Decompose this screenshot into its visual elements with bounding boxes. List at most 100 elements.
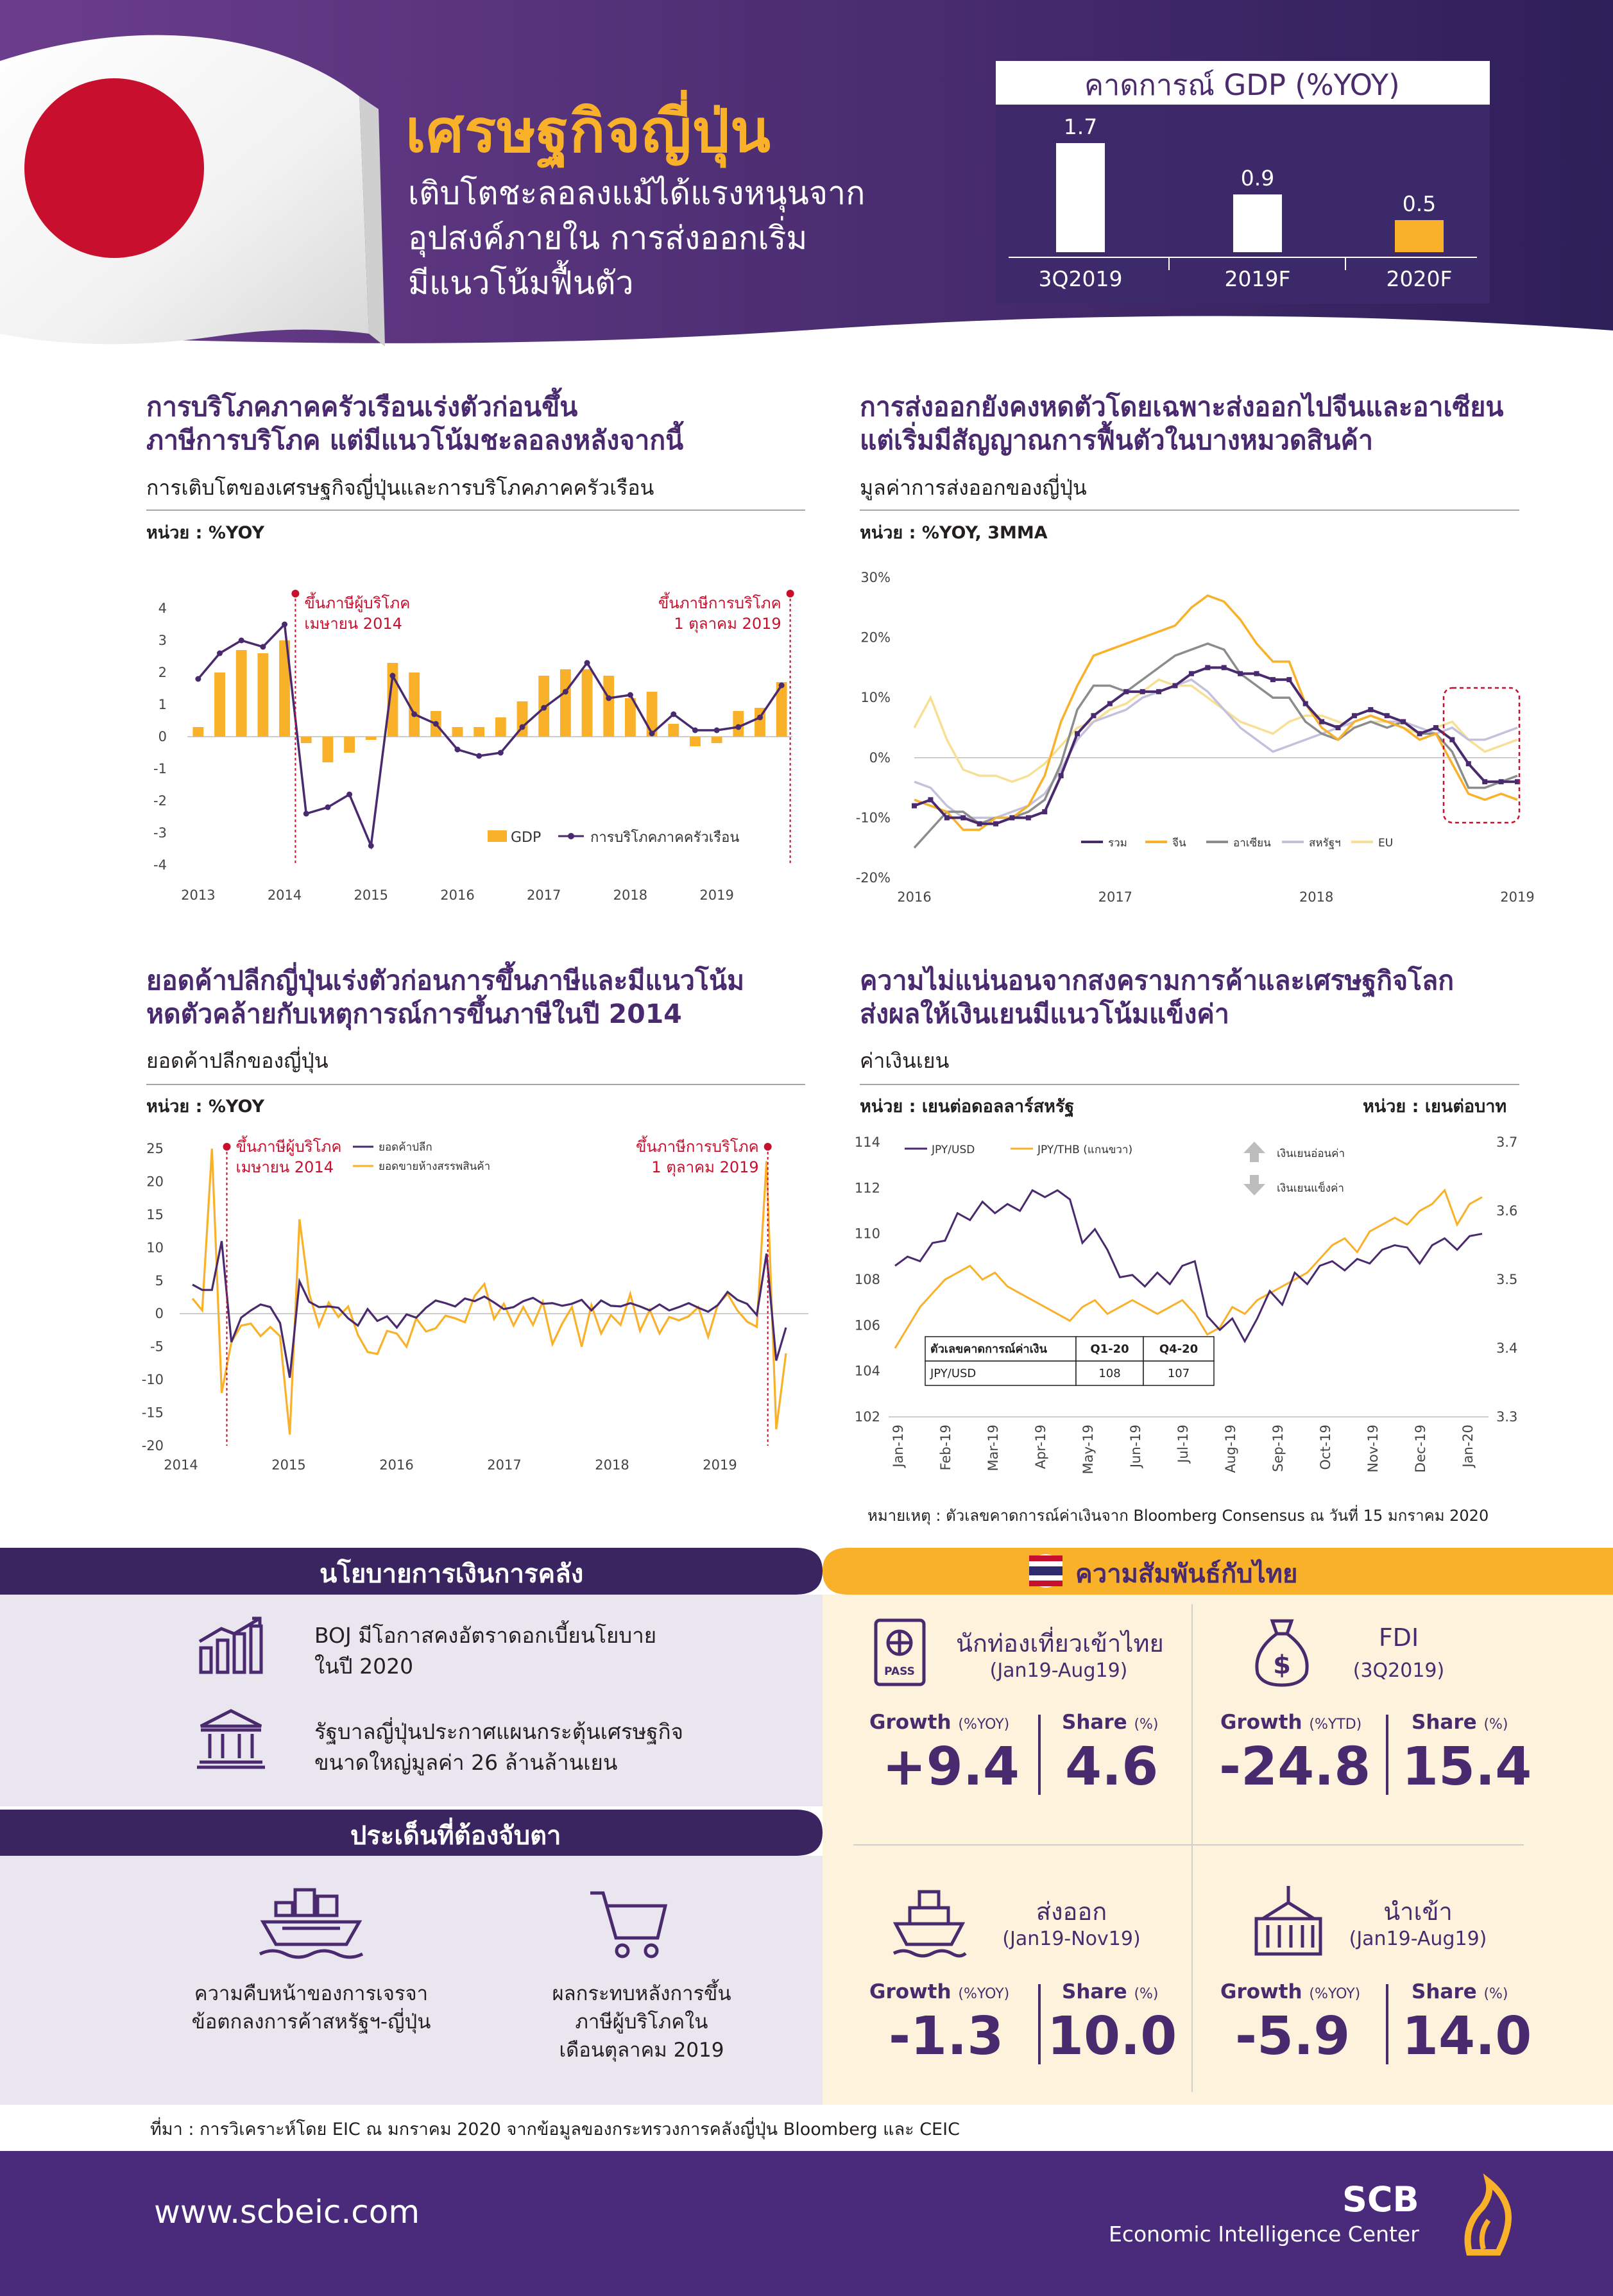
- exports-subtitle: มูลค่าการส่งออกของญี่ปุ่น: [860, 475, 1087, 500]
- exports-chart: 30% 20% 10% 0% -10% -20% 2016 2017 2018 2019 รวม จี…: [856, 570, 1533, 905]
- shopping-cart-icon: [590, 1891, 668, 1958]
- cons-y-tick: 1: [158, 697, 167, 712]
- policy-item-1-line-2: ในปี 2020: [314, 1654, 414, 1679]
- cons-gdp-bar: [452, 727, 463, 737]
- cons-household-point: [454, 746, 461, 753]
- exp-y-tick: -20%: [856, 870, 891, 886]
- consumption-subtitle: การเติบโตของเศรษฐกิจญี่ปุ่นและการบริโภคภ…: [146, 475, 654, 500]
- thailand-header: ความสัมพันธ์กับไทย: [1075, 1559, 1298, 1589]
- cons-x-tick: 2019: [699, 887, 733, 903]
- yen-table-cell: [925, 1360, 1077, 1386]
- import-growth-label: Growth: [1220, 1980, 1302, 2003]
- yen-title-line-1: ความไม่แน่นอนจากสงครามการค้าและเศรษฐกิจโ…: [860, 965, 1455, 996]
- svg-text:PASS: PASS: [884, 1665, 915, 1678]
- fdi-share-unit: (%): [1483, 1717, 1508, 1733]
- yen-x-tick: Jan-19: [891, 1425, 906, 1469]
- ret-y-tick: -20: [142, 1438, 164, 1453]
- gdp-bar-label: 0.9: [1241, 166, 1274, 191]
- fdi-growth-value: -24.8: [1219, 1736, 1371, 1797]
- watch-header: ประเด็นที่ต้องจับตา: [350, 1821, 561, 1851]
- gdp-forecast-chart: 1.7 3Q2019 0.9 2019F 0.5 2020F: [1009, 114, 1477, 291]
- cons-household-point: [325, 804, 331, 810]
- thailand-panel-bg: [823, 1595, 1613, 2105]
- cons-x-tick: 2014: [268, 887, 302, 903]
- fdi-period: (3Q2019): [1353, 1659, 1445, 1682]
- yen-y-tick-right: 3.6: [1496, 1203, 1517, 1219]
- cons-event-dot: [291, 590, 300, 597]
- cons-household-point: [692, 727, 698, 733]
- policy-panel-bg: [0, 1595, 823, 1806]
- exp-x-tick: 2018: [1299, 889, 1333, 905]
- cons-legend-household: การบริโภคภาคครัวเรือน: [590, 829, 739, 846]
- cons-household-point: [432, 721, 439, 727]
- consumption-title-line-1: การบริโภคภาคครัวเรือนเร่งตัวก่อนขึ้น: [146, 391, 578, 422]
- footer-url-link[interactable]: www.scbeic.com: [154, 2193, 420, 2231]
- cons-household-point: [368, 843, 374, 849]
- exp-total-marker: [1221, 665, 1227, 671]
- cons-event-label: ขึ้นภาษีการบริโภค: [658, 592, 781, 612]
- footer-org: Economic Intelligence Center: [1109, 2222, 1419, 2247]
- ret-event-label: ขึ้นภาษีผู้บริโภค: [235, 1135, 341, 1156]
- fdi-share-value: 15.4: [1402, 1736, 1532, 1797]
- cons-event-label: 1 ตุลาคม 2019: [674, 615, 781, 633]
- ret-x-tick: 2014: [164, 1457, 198, 1473]
- cons-legend-line-dot: [568, 833, 574, 839]
- exp-y-tick: 30%: [860, 570, 891, 585]
- ret-x-tick: 2019: [703, 1457, 737, 1473]
- exp-total-marker: [1042, 809, 1048, 815]
- import-name: นำเข้า: [1383, 1898, 1453, 1926]
- cons-x-tick: 2016: [440, 887, 474, 903]
- exp-total-marker: [944, 815, 950, 821]
- cons-household-point: [411, 711, 418, 717]
- ret-legend-label-2: ยอดขายห้างสรรพสินค้า: [379, 1160, 490, 1173]
- cons-y-tick: 3: [158, 633, 167, 648]
- yen-table-header: Q4-20: [1159, 1342, 1198, 1356]
- tourist-growth-unit: (%YOY): [958, 1717, 1010, 1733]
- cons-gdp-bar: [495, 717, 506, 737]
- yen-table-header-cell: [925, 1336, 1077, 1362]
- cons-gdp-bar: [214, 673, 225, 737]
- policy-item-1: BOJ มีโอกาสคงอัตราดอกเบี้ยนโยบาย ในปี 20…: [314, 1620, 656, 1682]
- import-growth-value: -5.9: [1235, 2006, 1351, 2067]
- exp-line-รวม: [914, 666, 1517, 825]
- exp-total-marker: [912, 803, 917, 809]
- exports-title-line-2: แต่เริ่มมีสัญญาณการฟื้นตัวในบางหมวดสินค้…: [860, 425, 1373, 456]
- ret-y-tick: -5: [150, 1339, 164, 1355]
- exports-unit: หน่วย : %YOY, 3MMA: [860, 523, 1048, 543]
- gdp-bar-label: 0.5: [1403, 191, 1436, 216]
- cons-gdp-bar: [559, 669, 571, 737]
- cons-legend-gdp: GDP: [511, 830, 541, 846]
- cons-household-point: [778, 682, 785, 689]
- exp-x-tick: 2017: [1098, 889, 1132, 905]
- exp-y-tick: -10%: [856, 810, 891, 825]
- cons-household-point: [713, 727, 720, 733]
- yen-line-jpyusd: [894, 1188, 1483, 1344]
- exp-total-marker: [1335, 725, 1341, 730]
- export-ship-icon: [892, 1890, 967, 1958]
- exp-legend-label: รวม: [1108, 837, 1127, 850]
- retail-subtitle: ยอดค้าปลีกของญี่ปุ่น: [146, 1049, 329, 1073]
- exp-total-marker: [1270, 677, 1276, 683]
- cons-y-tick: -1: [153, 761, 167, 776]
- yen-y-tick-right: 3.4: [1496, 1341, 1517, 1356]
- page-subtitle-line-1: เติบโตชะลอลงแม้ได้แรงหนุนจาก: [408, 175, 866, 212]
- import-container-icon: [1254, 1886, 1322, 1956]
- exp-total-marker: [1286, 677, 1292, 683]
- tourist-divider: [1038, 1715, 1041, 1795]
- thai-flag-icon: [1029, 1554, 1063, 1588]
- exports-title-line-1: การส่งออกยังคงหดตัวโดยเฉพาะส่งออกไปจีนแล…: [860, 391, 1504, 422]
- gdp-forecast-title: คาดการณ์ GDP (%YOY): [1084, 68, 1400, 102]
- cons-x-tick: 2018: [613, 887, 647, 903]
- policy-header: นโยบายการเงินการคลัง: [320, 1559, 584, 1589]
- cons-household-point: [238, 637, 244, 644]
- cons-gdp-bar: [711, 737, 722, 743]
- cons-gdp-bar: [668, 724, 679, 737]
- cons-household-point: [627, 692, 633, 698]
- export-divider: [1038, 1984, 1041, 2064]
- exp-line-สหรัฐฯ: [914, 678, 1518, 819]
- ret-line-ยอดค้าปลีก: [192, 1240, 787, 1378]
- tourist-share-unit: (%): [1134, 1717, 1159, 1733]
- export-growth-unit: (%YOY): [958, 1986, 1010, 2002]
